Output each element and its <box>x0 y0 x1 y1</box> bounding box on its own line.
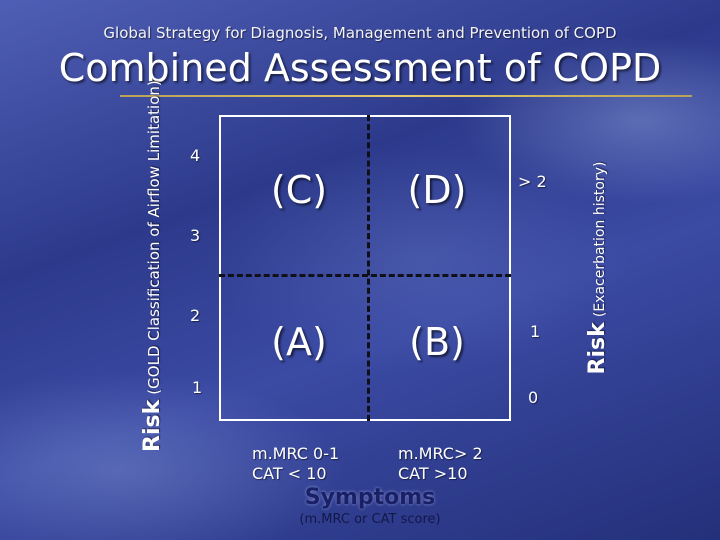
x-category-high-cat: CAT >10 <box>398 464 468 483</box>
left-tick-4: 4 <box>190 146 201 165</box>
vertical-divider <box>367 115 370 421</box>
left-tick-2: 2 <box>190 306 201 325</box>
x-category-high: m.MRC> 2 CAT >10 <box>398 444 483 484</box>
quadrant-c: (C) <box>270 168 328 212</box>
right-tick-0: 0 <box>528 388 539 407</box>
title-underline <box>120 95 692 97</box>
x-category-high-mmrc: m.MRC> 2 <box>398 444 483 463</box>
slide-title: Combined Assessment of COPD <box>58 46 662 90</box>
x-axis-label: Symptoms <box>304 485 436 510</box>
x-category-low-mmrc: m.MRC 0-1 <box>252 444 340 463</box>
quadrant-b: (B) <box>409 320 465 364</box>
left-axis-sublabel: (GOLD Classification of Airflow Limitati… <box>145 80 163 395</box>
right-axis-label: Risk (Exacerbation history) <box>585 118 625 418</box>
right-axis-risk: Risk <box>585 322 610 375</box>
left-tick-1: 1 <box>192 378 203 397</box>
right-tick-1: 1 <box>530 322 541 341</box>
assessment-grid <box>219 115 511 421</box>
x-category-low: m.MRC 0-1 CAT < 10 <box>252 444 339 484</box>
quadrant-a: (A) <box>271 320 327 364</box>
right-tick-2: > 2 <box>518 172 547 191</box>
left-axis-label: Risk (GOLD Classification of Airflow Lim… <box>140 80 180 452</box>
quadrant-d: (D) <box>407 168 467 212</box>
left-axis-risk: Risk <box>140 399 165 452</box>
x-category-low-cat: CAT < 10 <box>252 464 327 483</box>
right-axis-sublabel: (Exacerbation history) <box>592 161 608 318</box>
slide-subtitle: Global Strategy for Diagnosis, Managemen… <box>103 24 617 42</box>
x-axis-sublabel: (m.MRC or CAT score) <box>299 512 441 527</box>
horizontal-divider <box>219 274 511 277</box>
left-tick-3: 3 <box>190 226 201 245</box>
